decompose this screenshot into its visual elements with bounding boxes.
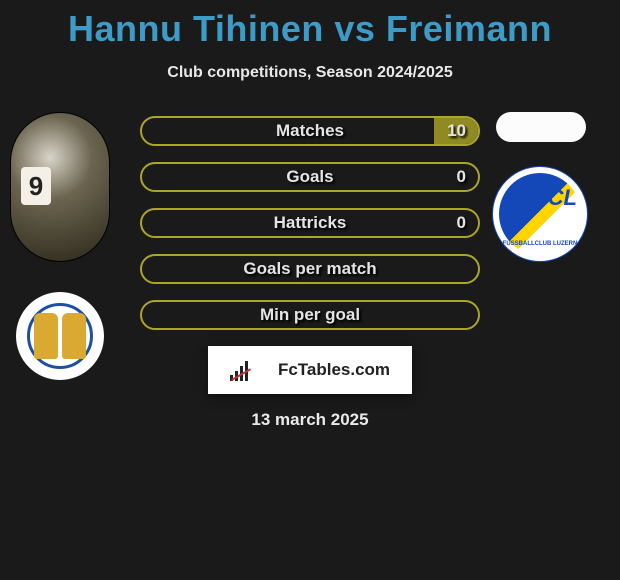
comparison-content: 9 FCL FUSSBALLCLUB LUZERN Matches 10 Goals… (0, 112, 620, 330)
stat-pill: Goals 0 (140, 162, 480, 192)
stat-label: Goals (286, 167, 333, 187)
left-player-photo: 9 (10, 112, 110, 262)
fcl-badge-text: FCL (534, 185, 577, 211)
right-player-photo-placeholder (496, 112, 586, 142)
fctables-chart-icon (230, 359, 272, 381)
stat-label: Goals per match (243, 259, 376, 279)
stat-value-right: 10 (447, 121, 466, 141)
footer-logo-box: FcTables.com (208, 346, 412, 394)
stat-label: Matches (276, 121, 344, 141)
stat-value-right: 0 (457, 213, 466, 233)
right-player-column: FCL FUSSBALLCLUB LUZERN (492, 112, 602, 262)
fcz-lion-left-icon (34, 313, 58, 359)
footer-logo-text: FcTables.com (278, 360, 390, 380)
stat-pill: Min per goal (140, 300, 480, 330)
fcz-badge-ring (27, 303, 93, 369)
subtitle: Club competitions, Season 2024/2025 (0, 64, 620, 82)
fcl-badge-subtext: FUSSBALLCLUB LUZERN (493, 241, 587, 247)
stat-pill: Goals per match (140, 254, 480, 284)
left-player-jersey-number: 9 (21, 167, 51, 205)
footer-date: 13 march 2025 (0, 410, 620, 430)
stat-pill: Hattricks 0 (140, 208, 480, 238)
left-club-badge (16, 292, 104, 380)
stat-label: Min per goal (260, 305, 360, 325)
stats-list: Matches 10 Goals 0 Hattricks 0 Goals per match… (140, 112, 480, 330)
left-player-column: 9 (10, 112, 120, 380)
stat-pill: Matches 10 (140, 116, 480, 146)
fcz-lion-right-icon (62, 313, 86, 359)
stat-label: Hattricks (274, 213, 347, 233)
stat-value-right: 0 (457, 167, 466, 187)
right-club-badge: FCL FUSSBALLCLUB LUZERN (492, 166, 588, 262)
page-title: Hannu Tihinen vs Freimann (0, 0, 620, 50)
